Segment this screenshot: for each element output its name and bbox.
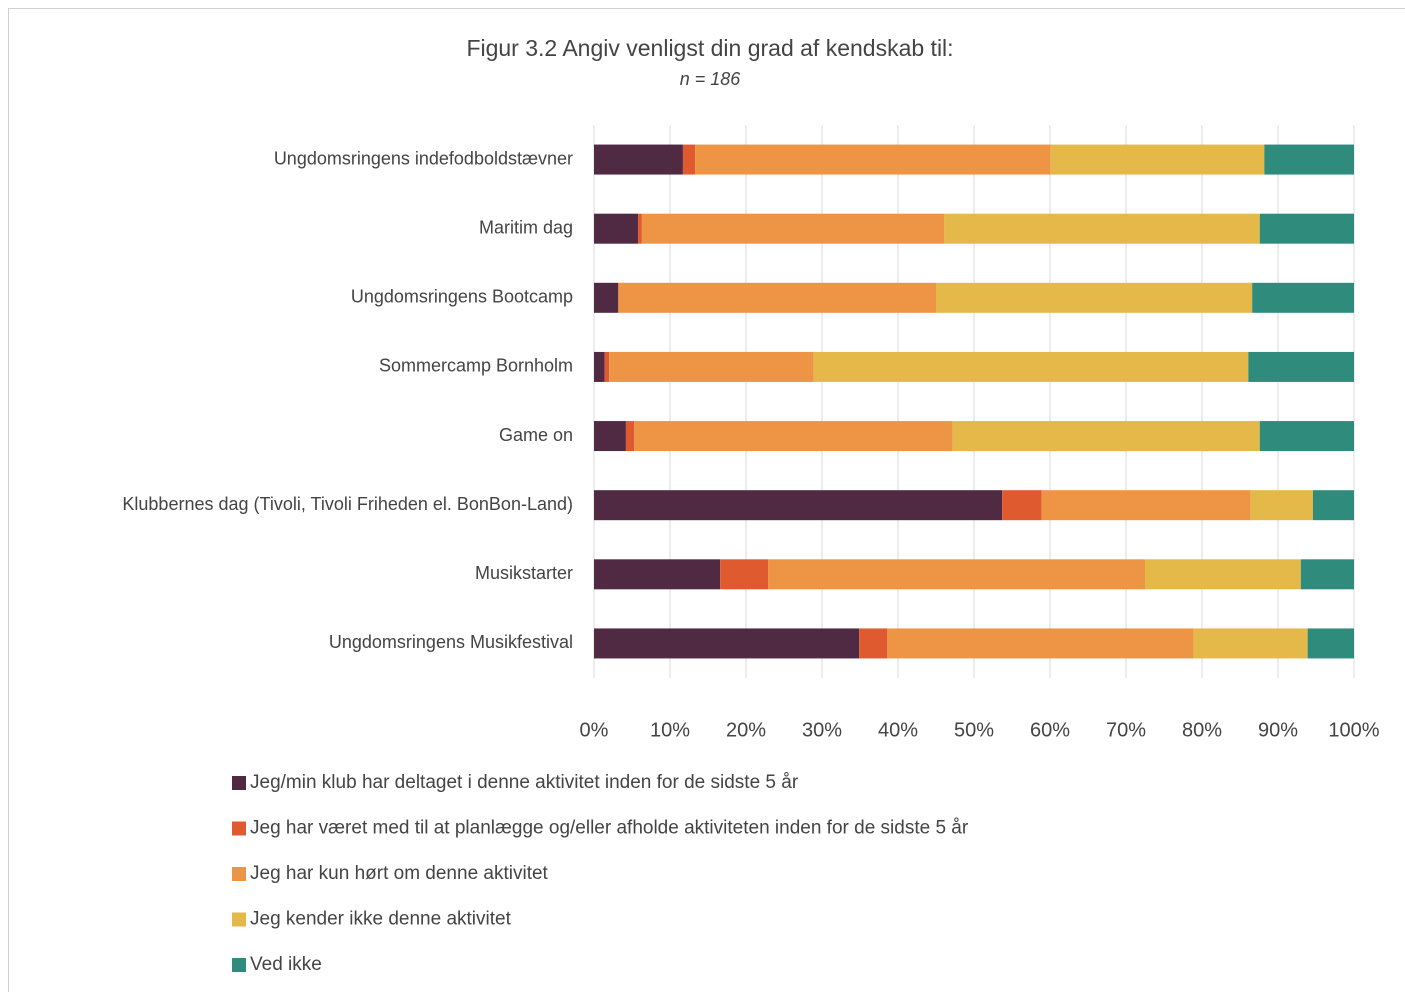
bar-segment bbox=[936, 282, 1253, 313]
category-label: Klubbernes dag (Tivoli, Tivoli Friheden … bbox=[122, 494, 573, 514]
bar-segment bbox=[1250, 490, 1313, 521]
category-label: Ungdomsringens Bootcamp bbox=[351, 287, 573, 307]
bar-segment bbox=[887, 628, 1194, 659]
legend-swatch bbox=[232, 776, 246, 790]
bar-segment bbox=[594, 490, 1003, 521]
bar-segment bbox=[1300, 559, 1354, 590]
chart-title: Figur 3.2 Angiv venligst din grad af ken… bbox=[466, 35, 953, 61]
bar-segment bbox=[682, 144, 696, 175]
chart-subtitle: n = 186 bbox=[680, 69, 742, 89]
bar-segment bbox=[594, 213, 639, 244]
bar-segment bbox=[1312, 490, 1354, 521]
bar-segment bbox=[1248, 351, 1354, 382]
bar-segment bbox=[1252, 282, 1354, 313]
legend-swatch bbox=[232, 821, 246, 836]
x-tick-label: 90% bbox=[1258, 719, 1298, 741]
bar-segment bbox=[1002, 490, 1042, 521]
x-tick-label: 80% bbox=[1182, 719, 1222, 741]
legend-label: Jeg kender ikke denne aktivitet bbox=[250, 909, 512, 930]
bar-segment bbox=[813, 351, 1249, 382]
legend-label: Jeg/min klub har deltaget i denne aktivi… bbox=[250, 772, 799, 793]
category-label: Musikstarter bbox=[475, 563, 573, 583]
bar-segment bbox=[1264, 144, 1354, 175]
bar-segment bbox=[594, 144, 683, 175]
x-tick-label: 40% bbox=[878, 719, 918, 741]
legend-swatch bbox=[232, 958, 246, 972]
bar-segment bbox=[1041, 490, 1251, 521]
bar-segment bbox=[609, 351, 814, 382]
bar-segment bbox=[618, 282, 936, 313]
bar-segment bbox=[594, 421, 626, 452]
bar-segment bbox=[638, 213, 642, 244]
legend-swatch bbox=[232, 867, 246, 881]
bar-segment bbox=[768, 559, 1145, 590]
x-tick-label: 0% bbox=[580, 719, 609, 741]
bar-segment bbox=[1145, 559, 1301, 590]
bar-segment bbox=[1259, 213, 1354, 244]
x-tick-label: 70% bbox=[1106, 719, 1146, 741]
bar-segment bbox=[695, 144, 1051, 175]
x-tick-label: 20% bbox=[726, 719, 766, 741]
legend-label: Jeg har været med til at planlægge og/el… bbox=[250, 818, 969, 839]
bar-segment bbox=[625, 421, 635, 452]
legend-label: Jeg har kun hørt om denne aktivitet bbox=[250, 863, 549, 884]
x-tick-label: 100% bbox=[1328, 719, 1379, 741]
bar-segment bbox=[859, 628, 888, 659]
x-tick-label: 60% bbox=[1030, 719, 1070, 741]
bar-segment bbox=[720, 559, 769, 590]
category-label: Maritim dag bbox=[479, 217, 573, 237]
x-tick-label: 50% bbox=[954, 719, 994, 741]
legend-label: Ved ikke bbox=[250, 954, 322, 975]
bar-segment bbox=[594, 559, 721, 590]
x-tick-label: 10% bbox=[650, 719, 690, 741]
chart-frame bbox=[8, 8, 1405, 992]
bar-segment bbox=[944, 213, 1260, 244]
bar-segment bbox=[594, 628, 860, 659]
bar-segment bbox=[1307, 628, 1354, 659]
legend-swatch bbox=[232, 912, 246, 927]
category-label: Sommercamp Bornholm bbox=[379, 356, 573, 376]
bar-segment bbox=[634, 421, 953, 452]
category-label: Ungdomsringens Musikfestival bbox=[329, 632, 573, 652]
bar-segment bbox=[594, 282, 619, 313]
bar-segment bbox=[952, 421, 1260, 452]
bar-segment bbox=[1259, 421, 1354, 452]
bar-segment bbox=[1050, 144, 1265, 175]
category-label: Game on bbox=[499, 425, 573, 445]
bar-segment bbox=[594, 351, 605, 382]
bar-segment bbox=[641, 213, 945, 244]
bar-segment bbox=[604, 351, 610, 382]
x-tick-label: 30% bbox=[802, 719, 842, 741]
bar-segment bbox=[1193, 628, 1308, 659]
category-label: Ungdomsringens indefodboldstævner bbox=[274, 148, 573, 168]
